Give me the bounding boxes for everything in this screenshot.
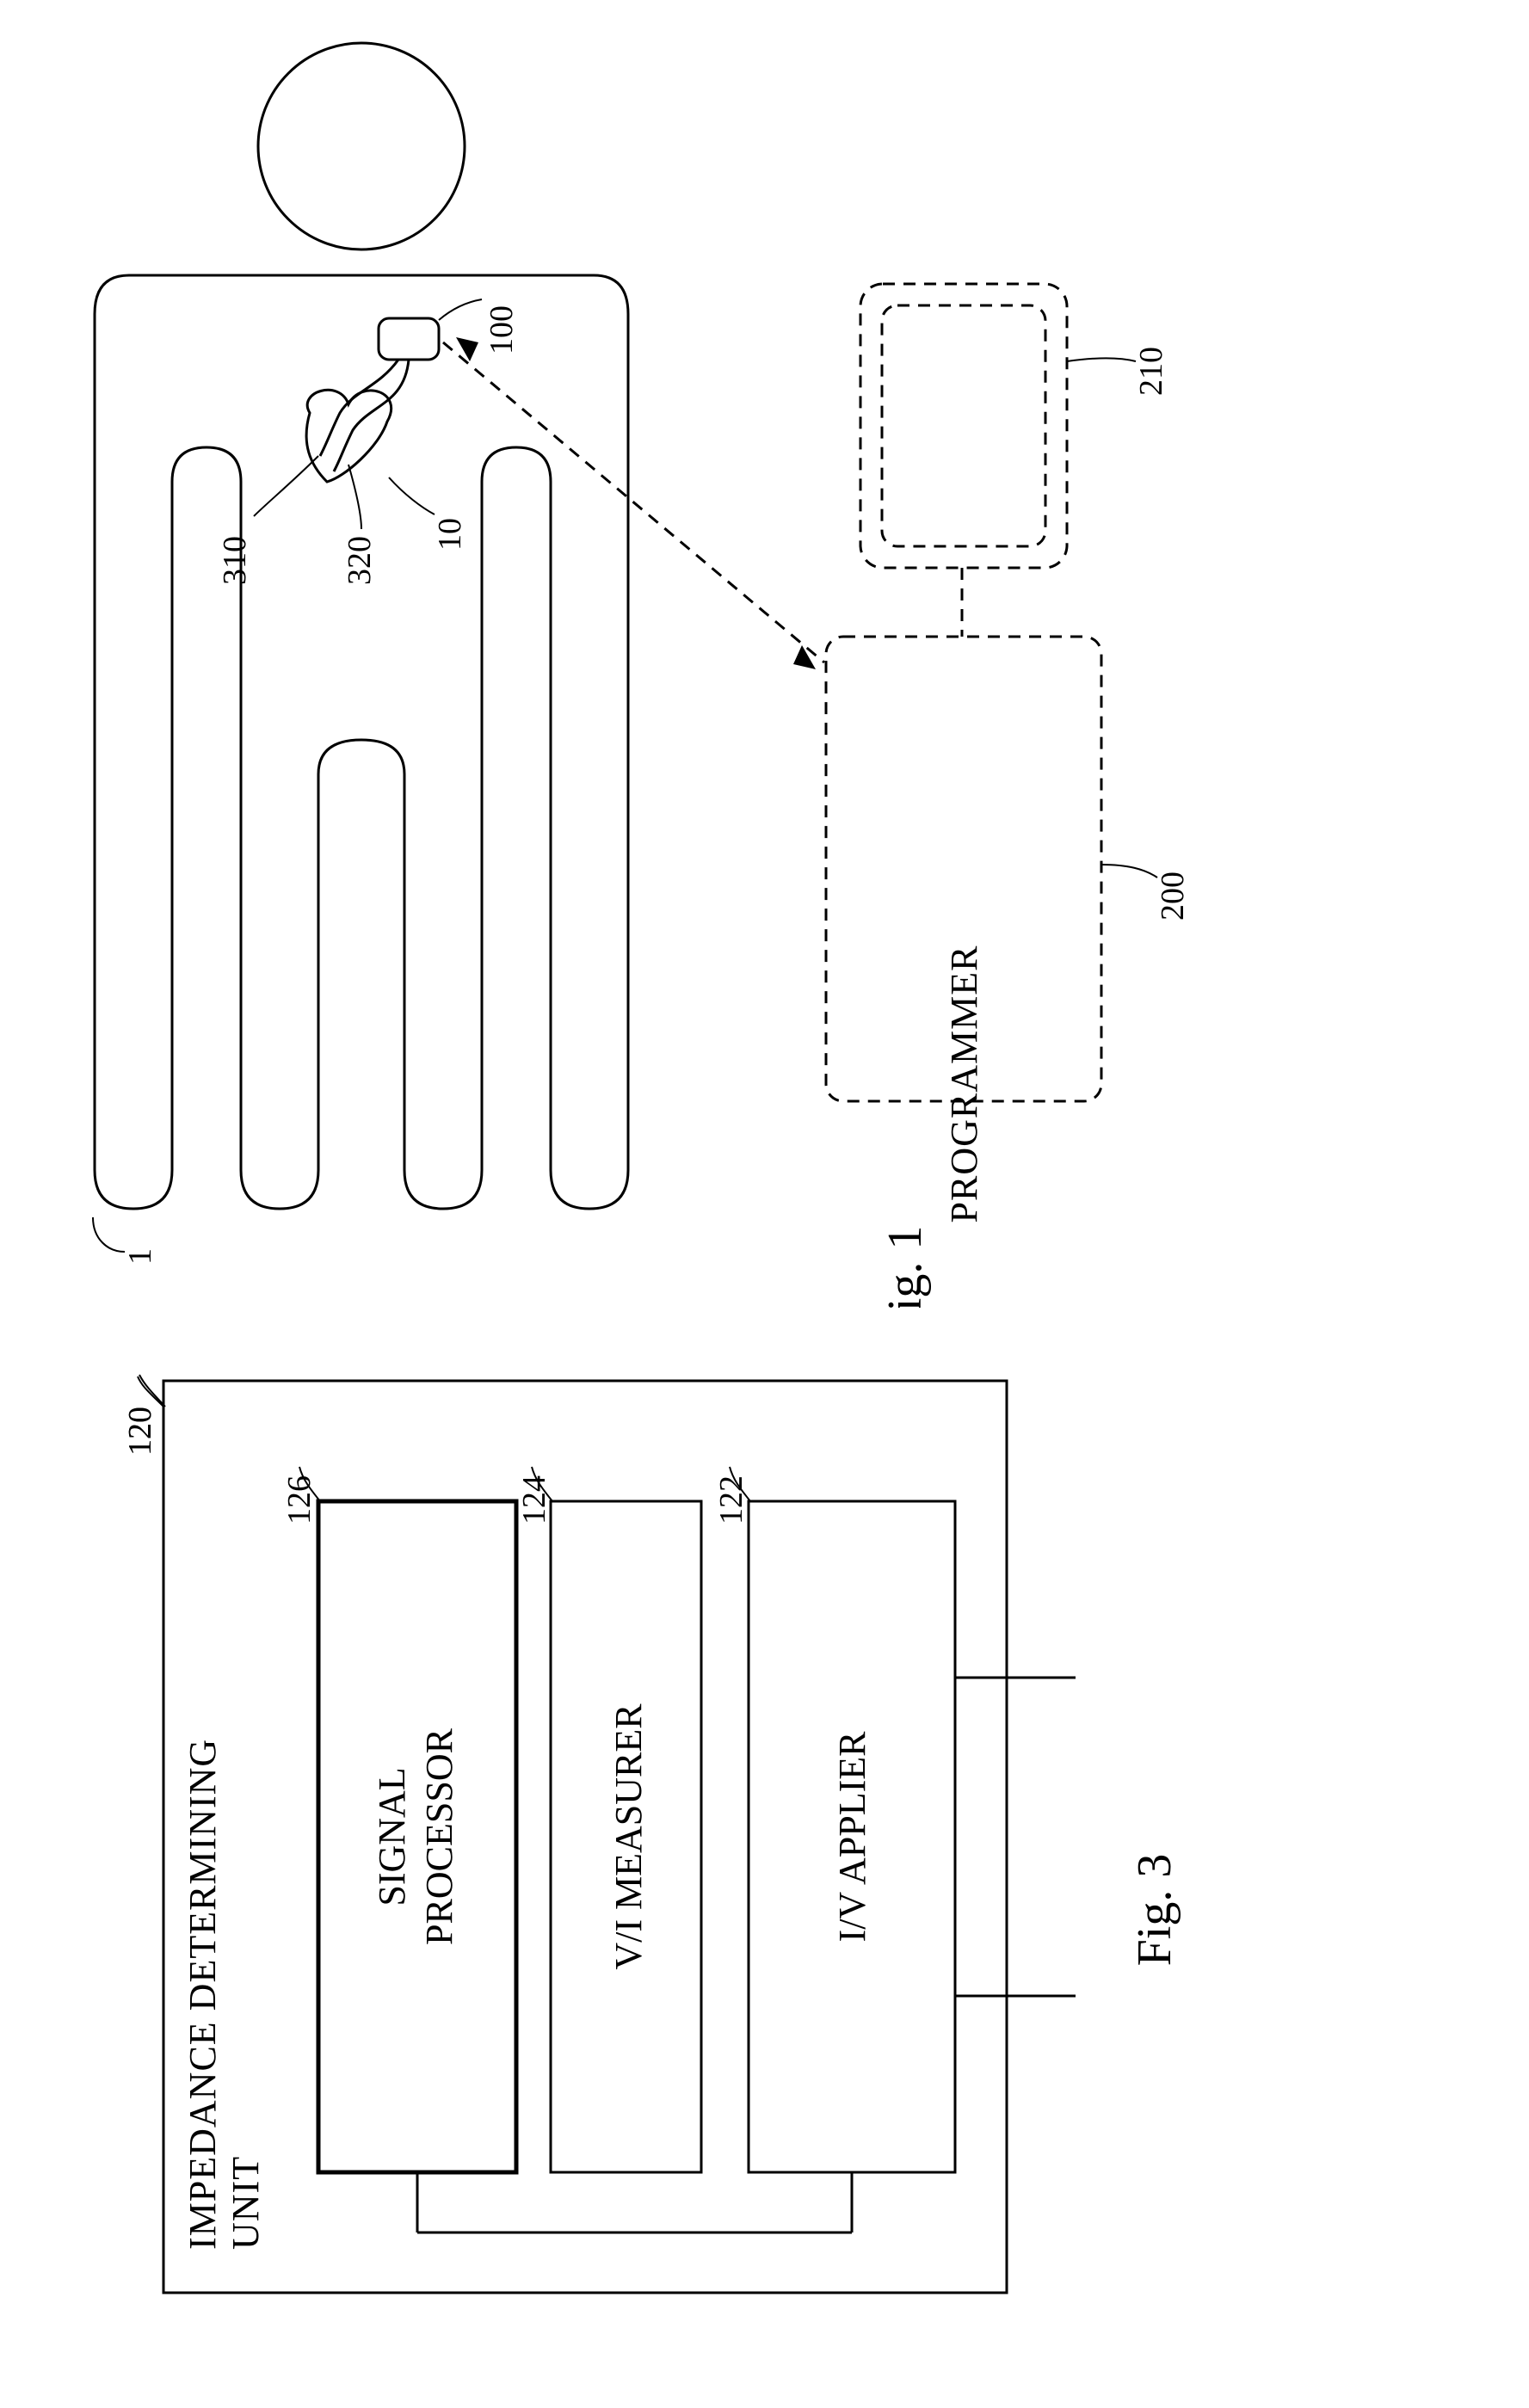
ref-120b: 120 <box>122 1407 158 1456</box>
fig3-svg: IMPEDANCE DETERMINING UNIT 120 SIGNAL PR… <box>0 1308 1529 2408</box>
sp-label-1b: SIGNAL <box>371 1767 413 1906</box>
implanted-device <box>379 318 439 360</box>
fig1-svg: 1 100 10 310 320 PROGRAMMER 200 210 Fig.… <box>0 0 1529 1308</box>
ref-310: 310 <box>217 536 253 585</box>
ref-210: 210 <box>1133 347 1169 396</box>
ref-200: 200 <box>1155 871 1191 921</box>
sp-label-2b: PROCESSOR <box>418 1727 460 1945</box>
fig1-leaders <box>93 299 482 1252</box>
fig1-texts: 1 100 10 310 320 PROGRAMMER 200 210 Fig.… <box>122 305 1191 1308</box>
ref-320: 320 <box>342 536 378 585</box>
ref-10: 10 <box>432 518 468 551</box>
monitor-inner <box>882 305 1045 546</box>
ref-124b: 124 <box>516 1475 552 1524</box>
monitor-box <box>860 284 1067 568</box>
iv-label-b: I/V APPLIER <box>831 1731 873 1943</box>
fig1-box-leaders <box>1067 358 1157 878</box>
page: 1 100 10 310 320 PROGRAMMER 200 210 Fig.… <box>0 0 1529 2408</box>
ref-122b: 122 <box>713 1475 749 1524</box>
vi-label-b: V/I MEASURER <box>607 1703 650 1970</box>
ref-126b: 126 <box>281 1475 318 1524</box>
programmer-label: PROGRAMMER <box>943 945 985 1223</box>
ref-1: 1 <box>122 1248 158 1265</box>
human-outline <box>95 43 637 1209</box>
ref-100: 100 <box>484 305 520 354</box>
unit-title-2b: UNIT <box>225 2156 267 2250</box>
unit-title-1b: IMPEDANCE DETERMINING <box>182 1739 224 2250</box>
fig1-caption: Fig. 1 <box>879 1226 932 1308</box>
fig3-caption: Fig. 3 <box>1128 1854 1181 1967</box>
